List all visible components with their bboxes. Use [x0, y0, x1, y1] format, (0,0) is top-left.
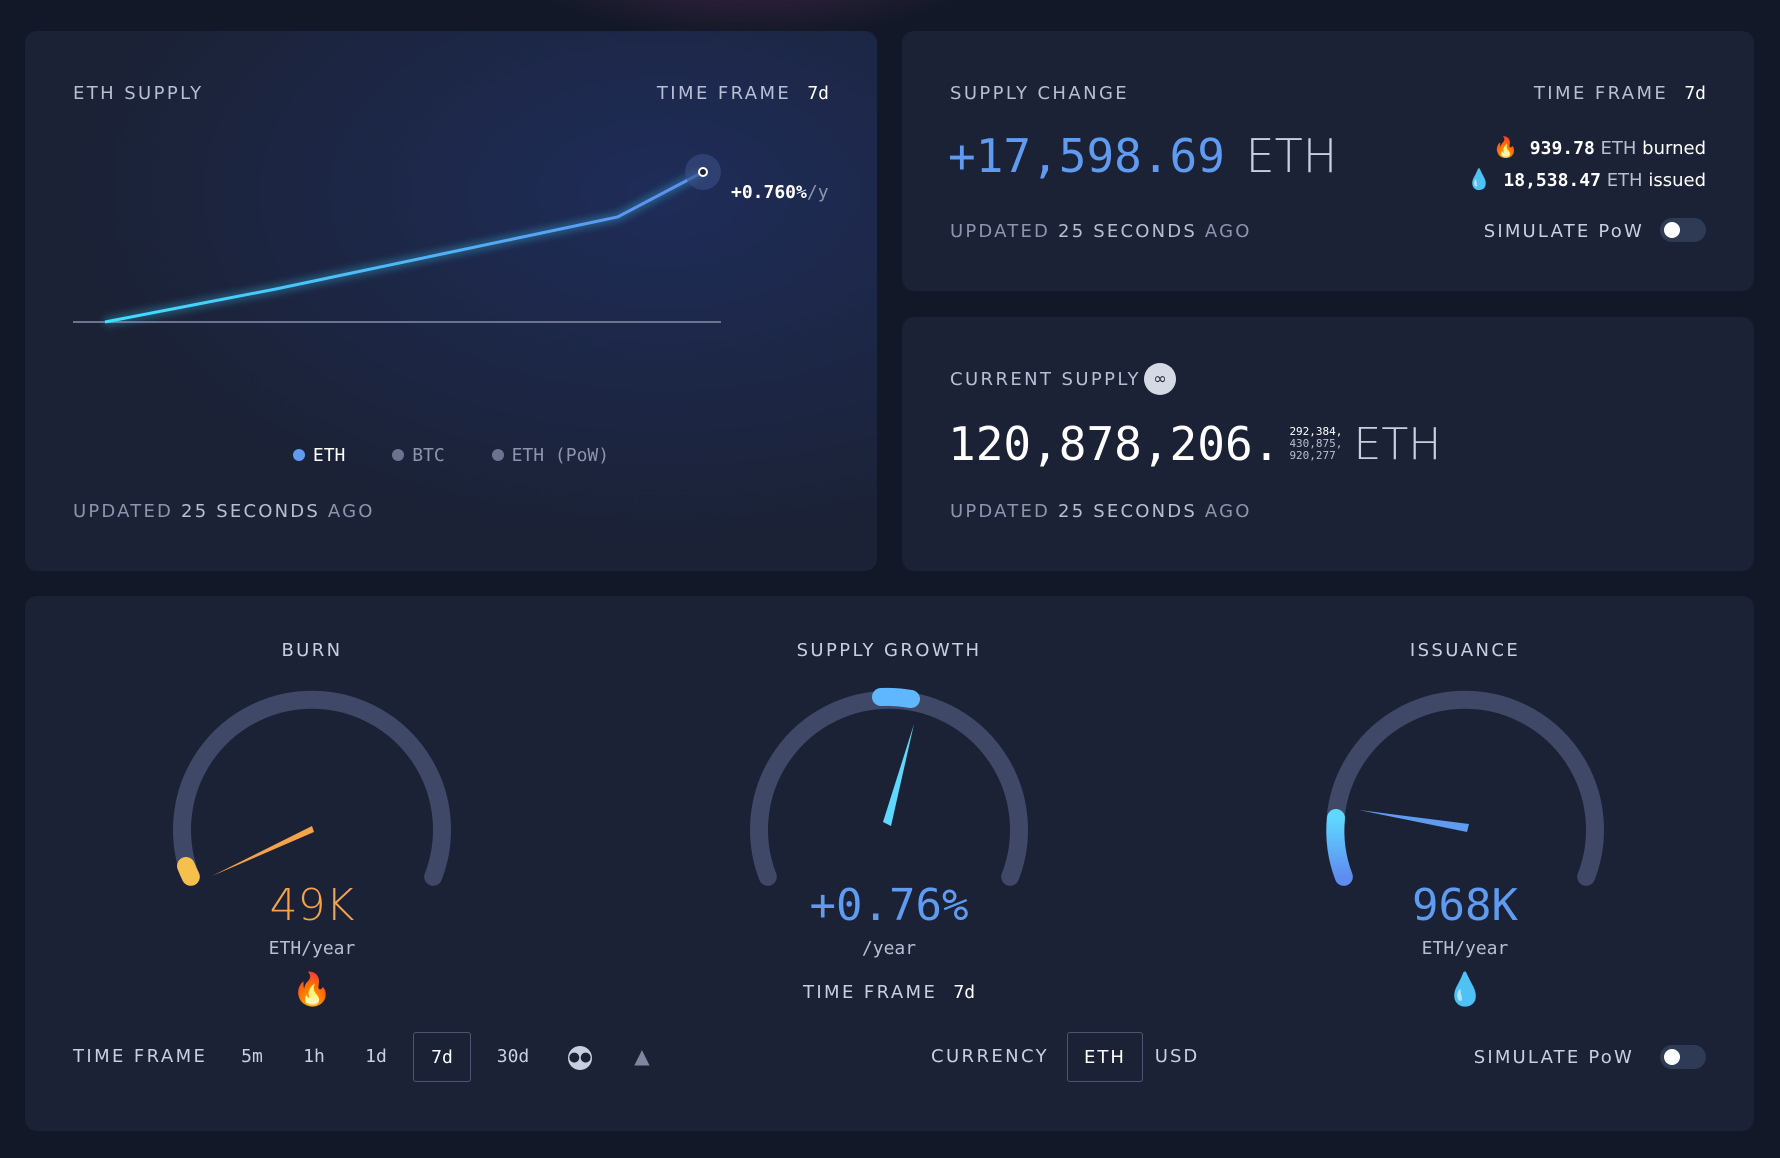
time-frame-1d[interactable]: 1d — [365, 1046, 387, 1067]
eth-supply-time-frame[interactable]: TIME FRAME 7d — [657, 83, 829, 104]
supply-change-card: SUPPLY CHANGE TIME FRAME 7d +17,598.69 E… — [902, 31, 1754, 291]
burn-gauge — [173, 690, 451, 886]
current-supply-title: CURRENT SUPPLY — [950, 369, 1141, 390]
burn-gauge-needle — [212, 826, 314, 876]
issued-unit: ETH — [1606, 170, 1643, 191]
supply-change-time-frame[interactable]: TIME FRAME 7d — [1534, 83, 1706, 104]
time-frame-value: 7d — [807, 83, 829, 104]
current-supply-integer: 120,878,206. — [948, 417, 1281, 471]
burn-gauge-fill — [177, 857, 200, 886]
supply-growth-gauge-needle — [883, 724, 914, 826]
gauges-card: BURN 49K ETH/year 🔥 SUPPLY GROWTH +0.76%… — [25, 596, 1754, 1131]
current-supply-decimals: 292,384, 430,875, 920,277 — [1289, 425, 1343, 462]
issued-label: issued — [1648, 170, 1706, 191]
supply-growth-unit: /year — [861, 938, 917, 959]
current-supply-unit: ETH — [1353, 418, 1442, 470]
current-supply-updated: UPDATED 25 SECONDS AGO — [950, 501, 1252, 522]
burned-value: 939.78 — [1529, 138, 1595, 159]
legend-dot-eth — [292, 449, 305, 461]
issuance-unit: ETH/year — [1421, 938, 1509, 959]
droplet-icon: 💧 — [1445, 970, 1485, 1008]
toggle-knob — [1664, 222, 1680, 238]
toggle-knob — [1664, 1049, 1680, 1065]
chart-rate-label: +0.760%/y — [731, 182, 829, 203]
issuance-value: 968K — [1412, 880, 1518, 931]
eth-supply-title: ETH SUPPLY — [73, 83, 204, 104]
legend-dot-btc — [392, 449, 405, 461]
burned-unit: ETH — [1600, 138, 1637, 159]
eth-series-glow — [104, 168, 705, 326]
currency-label: CURRENCY — [931, 1046, 1050, 1067]
eth-supply-card: ETH SUPPLY TIME FRAME 7d +0.760%/y ETH B… — [25, 31, 877, 571]
issuance-gauge — [1326, 690, 1604, 886]
burn-gauge-title: BURN — [281, 640, 343, 661]
burn-gauge-track — [173, 690, 451, 886]
eth-series-line — [104, 170, 704, 324]
burn-value: 49K — [269, 880, 355, 931]
eth-supply-chart: +0.760%/y — [73, 154, 829, 326]
chart-legend: ETH BTC ETH (PoW) — [25, 445, 877, 466]
time-frame-value: 7d — [1684, 83, 1706, 104]
supply-growth-gauge-title: SUPPLY GROWTH — [796, 640, 982, 661]
droplet-icon: 💧 — [1466, 167, 1492, 191]
time-frame-label: TIME FRAME — [1533, 83, 1669, 104]
legend-item-eth-pow[interactable]: ETH (PoW) — [491, 445, 609, 466]
simulate-pow-label: SIMULATE PoW — [1483, 221, 1644, 242]
burned-row: 🔥 939.78 ETH burned — [1493, 135, 1706, 159]
nerd-face-icon: ∞ — [1144, 363, 1176, 395]
bat-icon[interactable]: ▲ — [634, 1044, 650, 1068]
simulate-pow-label: SIMULATE PoW — [1473, 1047, 1634, 1068]
time-frame-5m[interactable]: 5m — [241, 1046, 263, 1067]
supply-growth-gauge — [750, 687, 1028, 886]
issuance-gauge-fill — [1326, 809, 1353, 886]
simulate-pow-toggle[interactable] — [1660, 218, 1706, 242]
supply-change-updated: UPDATED 25 SECONDS AGO — [950, 221, 1252, 242]
burn-unit: ETH/year — [268, 938, 356, 959]
supply-growth-value: +0.76% — [809, 880, 969, 931]
time-frame-label: TIME FRAME — [656, 83, 792, 104]
supply-growth-time-frame[interactable]: TIME FRAME 7d — [802, 982, 976, 1003]
chart-rate-unit: /y — [807, 182, 829, 203]
eth-supply-updated: UPDATED 25 SECONDS AGO — [73, 501, 375, 522]
supply-change-amount: +17,598.69 ETH — [948, 129, 1337, 183]
issued-value: 18,538.47 — [1503, 170, 1601, 191]
issued-row: 💧 18,538.47 ETH issued — [1467, 167, 1706, 191]
simulate-pow-toggle[interactable] — [1660, 1045, 1706, 1069]
time-frame-7d[interactable]: 7d — [413, 1032, 471, 1082]
supply-growth-gauge-fill — [872, 687, 920, 708]
current-supply-card: CURRENT SUPPLY ∞ 120,878,206. 292,384, 4… — [902, 317, 1754, 571]
supply-growth-gauge-track — [750, 690, 1028, 886]
supply-change-value: +17,598.69 — [948, 129, 1225, 183]
time-frame-1h[interactable]: 1h — [303, 1046, 325, 1067]
chart-rate-value: +0.760% — [731, 182, 807, 203]
fire-icon: 🔥 — [1493, 135, 1519, 159]
supply-change-unit: ETH — [1245, 129, 1338, 183]
legend-item-eth[interactable]: ETH — [292, 445, 356, 466]
time-frame-30d[interactable]: 30d — [496, 1046, 530, 1067]
issuance-gauge-title: ISSUANCE — [1409, 640, 1521, 661]
issuance-gauge-needle — [1359, 810, 1469, 832]
currency-eth-button[interactable]: ETH — [1067, 1032, 1143, 1082]
burned-label: burned — [1642, 138, 1706, 159]
panda-icon[interactable]: ●● — [568, 1046, 592, 1070]
legend-dot-eth-pow — [491, 449, 504, 461]
issuance-gauge-track — [1326, 690, 1604, 886]
current-supply-amount: 120,878,206. 292,384, 430,875, 920,277 E… — [948, 417, 1441, 477]
eth-series-end-point — [698, 167, 708, 177]
currency-usd-button[interactable]: USD — [1154, 1046, 1200, 1067]
supply-change-title: SUPPLY CHANGE — [950, 83, 1130, 104]
time-frame-label: TIME FRAME — [73, 1046, 208, 1067]
legend-item-btc[interactable]: BTC — [392, 445, 455, 466]
fire-icon: 🔥 — [292, 970, 332, 1008]
